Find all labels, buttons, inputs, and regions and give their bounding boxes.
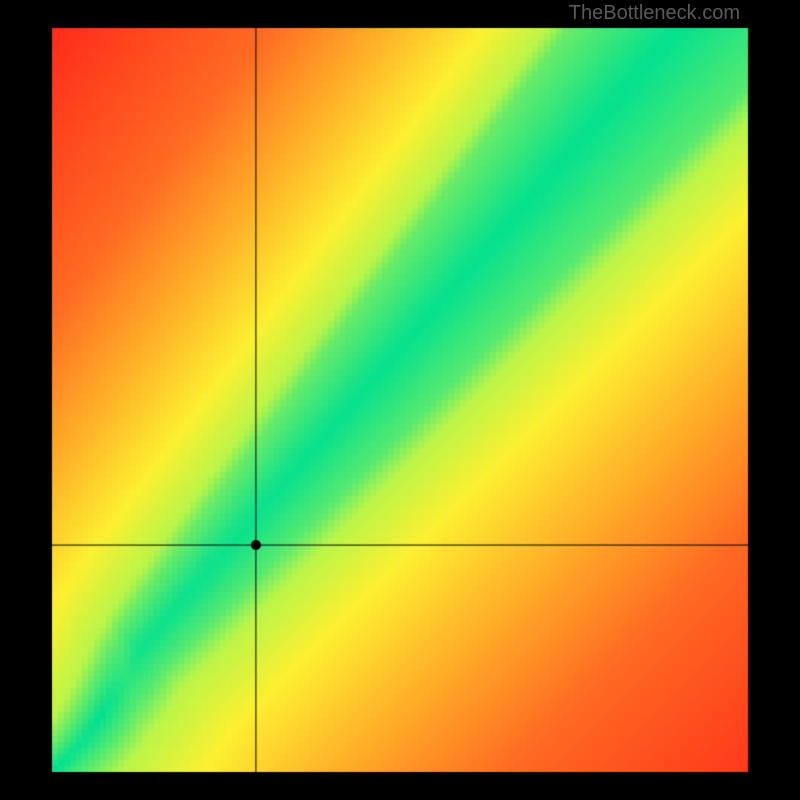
heatmap-canvas [0,0,800,800]
chart-container: TheBottleneck.com [0,0,800,800]
watermark-text: TheBottleneck.com [569,2,740,25]
